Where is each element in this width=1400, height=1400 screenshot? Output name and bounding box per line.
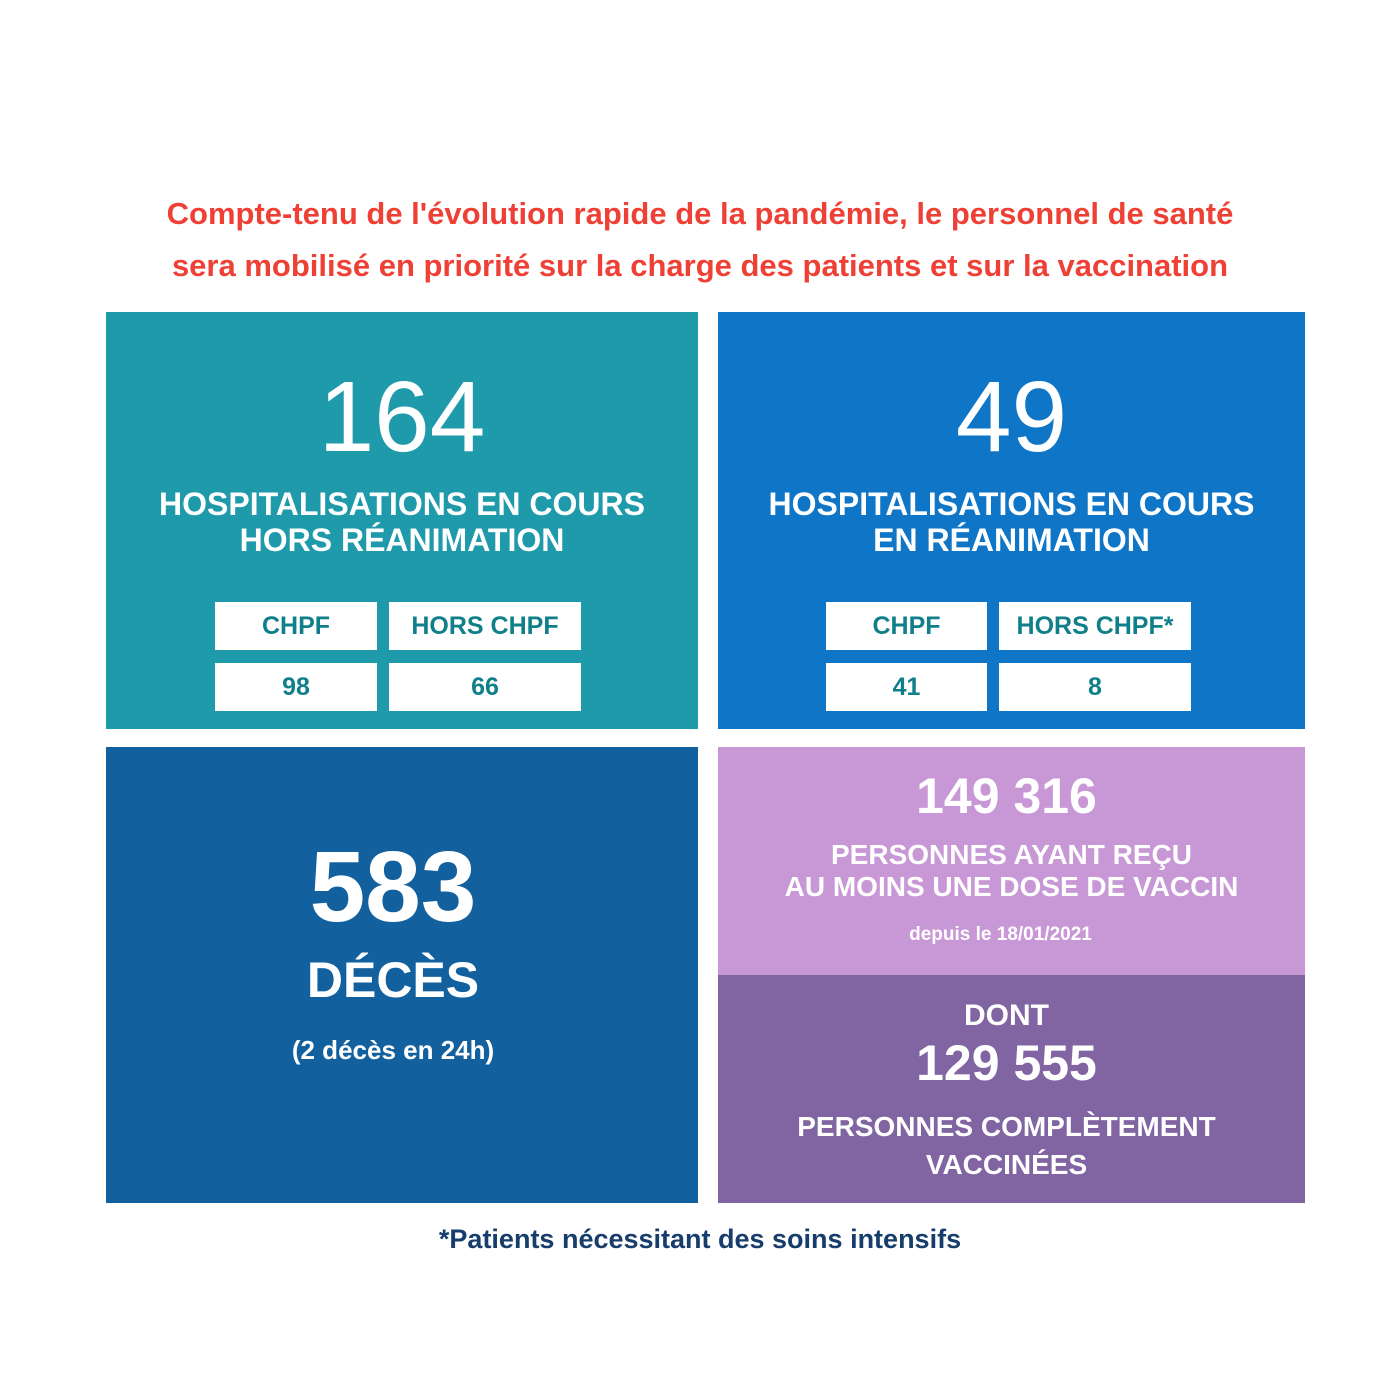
panel-reanimation: 49 HOSPITALISATIONS EN COURS EN RÉANIMAT… bbox=[718, 312, 1305, 729]
hors-rea-label-line-1: HOSPITALISATIONS EN COURS bbox=[159, 486, 645, 522]
une-dose-since: depuis le 18/01/2021 bbox=[909, 924, 1092, 945]
hors-rea-chpf-header: CHPF bbox=[215, 602, 377, 650]
rea-chpf-header: CHPF bbox=[826, 602, 987, 650]
hors-rea-value: 164 bbox=[318, 361, 486, 473]
headline: Compte-tenu de l'évolution rapide de la … bbox=[60, 188, 1340, 292]
complet-label-line-1: PERSONNES COMPLÈTEMENT bbox=[797, 1111, 1216, 1142]
hors-rea-hors-chpf-header: HORS CHPF bbox=[389, 602, 581, 650]
une-dose-label-line-2: AU MOINS UNE DOSE DE VACCIN bbox=[784, 871, 1239, 902]
rea-label-line-1: HOSPITALISATIONS EN COURS bbox=[768, 486, 1255, 522]
deces-sub: (2 décès en 24h) bbox=[291, 1035, 495, 1065]
headline-line-1: Compte-tenu de l'évolution rapide de la … bbox=[166, 196, 1234, 231]
une-dose-value: 149 316 bbox=[916, 768, 1097, 824]
panel-deces: 583 DÉCÈS (2 décès en 24h) bbox=[106, 747, 698, 1203]
complet-value: 129 555 bbox=[916, 1035, 1097, 1091]
complet-label-line-2: VACCINÉES bbox=[925, 1149, 1088, 1180]
une-dose-label-line-1: PERSONNES AYANT REÇU bbox=[831, 839, 1192, 870]
hors-rea-hors-chpf-value: 66 bbox=[389, 663, 581, 711]
panel-vaccin-une-dose: 149 316 PERSONNES AYANT REÇU AU MOINS UN… bbox=[718, 747, 1305, 975]
rea-hors-chpf-header: HORS CHPF* bbox=[999, 602, 1191, 650]
hors-rea-chpf-value: 98 bbox=[215, 663, 377, 711]
panel-hors-reanimation: 164 HOSPITALISATIONS EN COURS HORS RÉANI… bbox=[106, 312, 698, 729]
deces-label: DÉCÈS bbox=[306, 952, 480, 1008]
panel-vaccin-complet: DONT 129 555 PERSONNES COMPLÈTEMENT VACC… bbox=[718, 975, 1305, 1203]
headline-line-2: sera mobilisé en priorité sur la charge … bbox=[171, 248, 1229, 283]
complet-prefix: DONT bbox=[964, 999, 1049, 1032]
rea-label-line-2: EN RÉANIMATION bbox=[873, 522, 1150, 558]
rea-value: 49 bbox=[955, 361, 1068, 473]
hors-rea-label-line-2: HORS RÉANIMATION bbox=[239, 522, 565, 558]
footnote: *Patients nécessitant des soins intensif… bbox=[438, 1224, 962, 1254]
deces-value: 583 bbox=[309, 831, 477, 943]
rea-hors-chpf-value: 8 bbox=[999, 663, 1191, 711]
rea-chpf-value: 41 bbox=[826, 663, 987, 711]
